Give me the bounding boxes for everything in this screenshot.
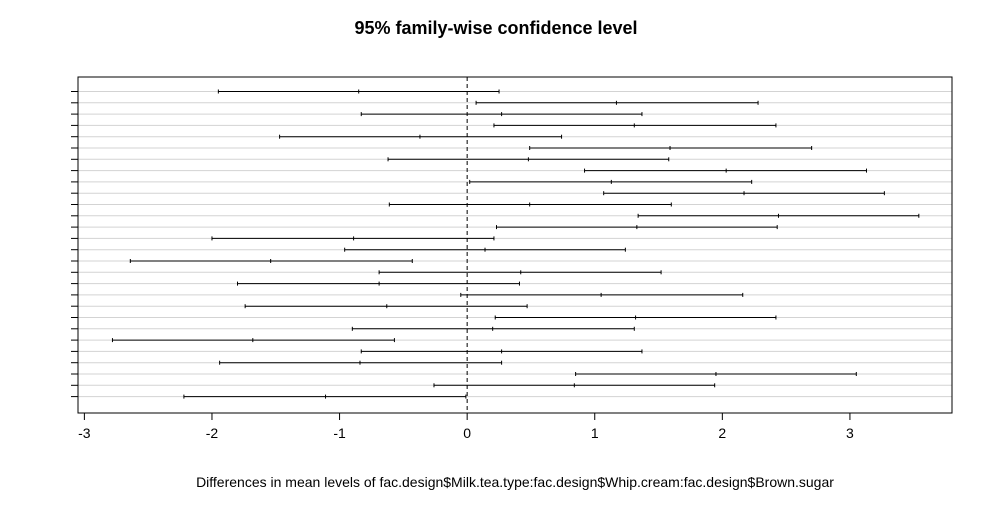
interval: [219, 360, 503, 365]
x-tick-label: 2: [718, 425, 726, 441]
interval: [460, 292, 744, 297]
x-tick-label: -2: [206, 425, 219, 441]
interval: [217, 89, 500, 94]
x-tick-label: 1: [591, 425, 599, 441]
interval: [360, 112, 643, 117]
x-axis-label: Differences in mean levels of fac.design…: [196, 474, 834, 490]
interval: [637, 213, 920, 218]
interval: [360, 349, 643, 354]
gridlines: [78, 91, 952, 398]
x-axis: -3 -2 -1 0 1 2 3: [78, 412, 854, 441]
interval: [529, 146, 813, 150]
chart-title: 95% family-wise confidence level: [354, 18, 638, 38]
interval: [603, 191, 885, 196]
interval: [584, 168, 868, 173]
interval: [211, 236, 495, 241]
interval: [388, 202, 672, 207]
interval: [279, 134, 563, 139]
interval: [183, 394, 467, 399]
interval: [495, 225, 778, 230]
interval-series: [111, 89, 920, 399]
y-axis: [71, 91, 78, 398]
interval: [469, 179, 753, 184]
interval: [244, 304, 528, 309]
interval: [475, 100, 759, 105]
interval: [129, 259, 413, 263]
x-tick-label: -1: [333, 425, 346, 441]
interval: [387, 157, 670, 162]
interval: [351, 326, 635, 331]
interval: [111, 338, 395, 343]
interval: [344, 247, 626, 252]
x-tick-label: 0: [463, 425, 471, 441]
x-tick-label: -3: [78, 425, 91, 441]
interval: [494, 315, 777, 320]
x-tick-label: 3: [846, 425, 854, 441]
interval: [493, 123, 777, 128]
interval: [575, 372, 857, 376]
interval: [433, 383, 716, 388]
interval: [378, 270, 662, 275]
interval: [236, 281, 520, 286]
